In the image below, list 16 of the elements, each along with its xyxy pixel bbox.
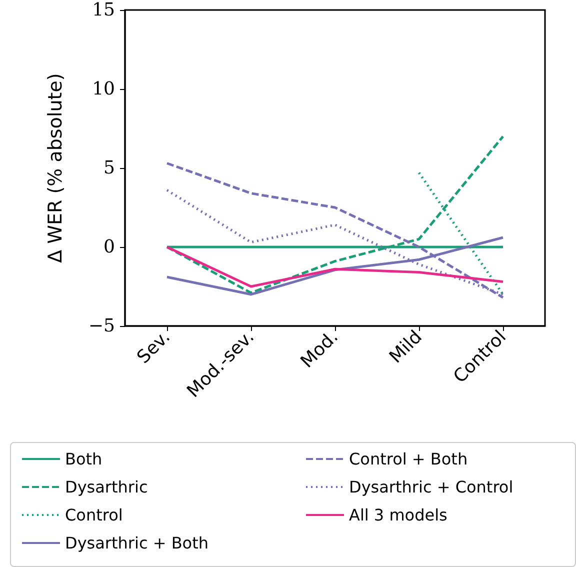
- y-tick-label: 10: [92, 78, 115, 100]
- y-tick-label: 15: [92, 0, 115, 20]
- line-series: [166, 246, 504, 288]
- legend-label: All 3 models: [349, 506, 448, 524]
- legend-label: Both: [65, 450, 102, 468]
- line-series: [166, 162, 504, 299]
- legend-label: Dysarthric: [65, 478, 148, 496]
- x-tick-label: Sev.: [133, 326, 174, 368]
- y-tick-label: 5: [104, 158, 115, 178]
- legend-label: Dysarthric + Both: [65, 534, 208, 552]
- legend-label: Control + Both: [349, 450, 468, 468]
- legend-label: Control: [65, 506, 123, 524]
- y-tick-label: 0: [104, 236, 115, 258]
- y-tick-label: −5: [88, 316, 115, 336]
- legend-label: Dysarthric + Control: [349, 478, 514, 496]
- y-axis-title: Δ WER (% absolute): [44, 73, 66, 263]
